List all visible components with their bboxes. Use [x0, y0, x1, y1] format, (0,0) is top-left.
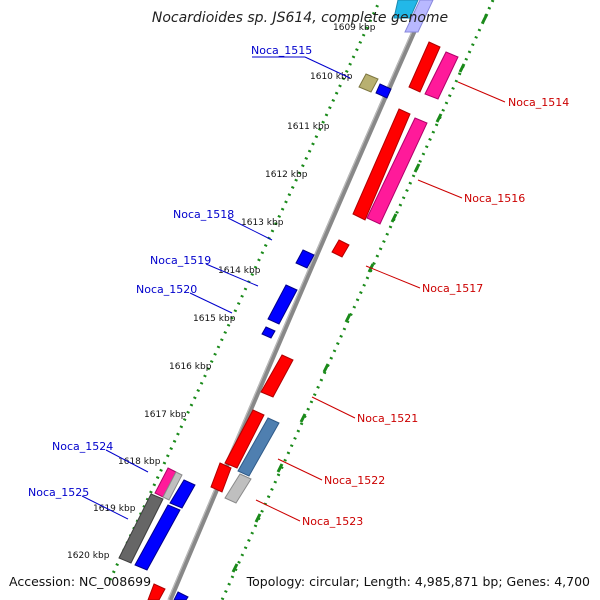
gene-feature-noca-1525-blue[interactable]	[134, 504, 181, 571]
kbp-label: 1613 kbp	[241, 218, 284, 228]
kbp-label: 1620 kbp	[67, 551, 110, 561]
gene-feature-top-lavender[interactable]	[404, 0, 434, 33]
gene-feature-bottom-blue[interactable]	[173, 591, 189, 600]
gene-feature-noca-1524-silver[interactable]	[162, 471, 183, 501]
kbp-label: 1616 kbp	[169, 362, 212, 372]
gene-label-noca-1523[interactable]: Noca_1523	[302, 515, 363, 528]
genome-backbone	[167, 0, 431, 600]
gene-label-noca-1518[interactable]: Noca_1518	[173, 208, 234, 221]
gene-feature-noca-1523-silver[interactable]	[224, 473, 252, 504]
gene-feature-noca-1516-red[interactable]	[352, 108, 411, 221]
gene-label-noca-1517[interactable]: Noca_1517	[422, 282, 483, 295]
topology-text: Topology: circular; Length: 4,985,871 bp…	[246, 574, 590, 589]
gene-feature-bottom-red[interactable]	[147, 583, 166, 600]
kbp-label: 1614 kbp	[218, 266, 261, 276]
gene-feature-noca-1523-red[interactable]	[210, 462, 232, 493]
gene-feature-noca-1520[interactable]	[261, 326, 276, 339]
gene-features	[118, 0, 459, 600]
tick-track-right	[220, 0, 495, 600]
gene-feature-noca-1516-pink[interactable]	[366, 117, 428, 225]
gene-feature-noca-1521[interactable]	[260, 354, 294, 398]
gene-feature-noca-1514-pink[interactable]	[424, 51, 459, 100]
accession-text: Accession: NC_008699	[9, 574, 151, 589]
gene-leader-lines	[81, 56, 506, 522]
gene-feature-noca-1517[interactable]	[331, 239, 350, 258]
kbp-labels: 1609 kbp 1610 kbp 1611 kbp 1612 kbp 1613…	[67, 23, 376, 561]
kbp-label: 1615 kbp	[193, 314, 236, 324]
gene-label-noca-1525[interactable]: Noca_1525	[28, 486, 89, 499]
kbp-label: 1619 kbp	[93, 504, 136, 514]
kbp-label: 1618 kbp	[118, 457, 161, 467]
gene-feature-noca-1518[interactable]	[295, 249, 315, 269]
gene-feature-noca-1522-red[interactable]	[224, 409, 265, 469]
map-title: Nocardioides sp. JS614, complete genome	[152, 10, 448, 26]
gene-feature-noca-1515-blue[interactable]	[375, 83, 392, 99]
gene-label-noca-1524[interactable]: Noca_1524	[52, 440, 113, 453]
gene-label-noca-1514[interactable]: Noca_1514	[508, 96, 569, 109]
gene-feature-noca-1524-blue[interactable]	[169, 479, 196, 509]
gene-feature-noca-1515-olive[interactable]	[358, 73, 379, 93]
kbp-label: 1609 kbp	[333, 23, 376, 33]
gene-label-noca-1516[interactable]: Noca_1516	[464, 192, 525, 205]
gene-label-noca-1519[interactable]: Noca_1519	[150, 254, 211, 267]
genome-backbone-highlight	[167, 0, 427, 600]
gene-label-noca-1521[interactable]: Noca_1521	[357, 412, 418, 425]
gene-label-noca-1515[interactable]: Noca_1515	[251, 44, 312, 57]
gene-feature-noca-1522-steel[interactable]	[237, 417, 280, 477]
gene-feature-noca-1514-red[interactable]	[408, 41, 441, 93]
kbp-label: 1610 kbp	[310, 72, 353, 82]
kbp-label: 1617 kbp	[144, 410, 187, 420]
gene-feature-noca-1519[interactable]	[267, 284, 298, 325]
gene-feature-top-cyan[interactable]	[393, 0, 419, 19]
gene-label-noca-1522[interactable]: Noca_1522	[324, 474, 385, 487]
gene-labels: Noca_1515 Noca_1514 Noca_1516 Noca_1518 …	[28, 44, 569, 528]
gene-label-noca-1520[interactable]: Noca_1520	[136, 283, 197, 296]
kbp-label: 1611 kbp	[287, 122, 330, 132]
kbp-label: 1612 kbp	[265, 170, 308, 180]
gene-feature-noca-1525-gray[interactable]	[118, 493, 164, 564]
